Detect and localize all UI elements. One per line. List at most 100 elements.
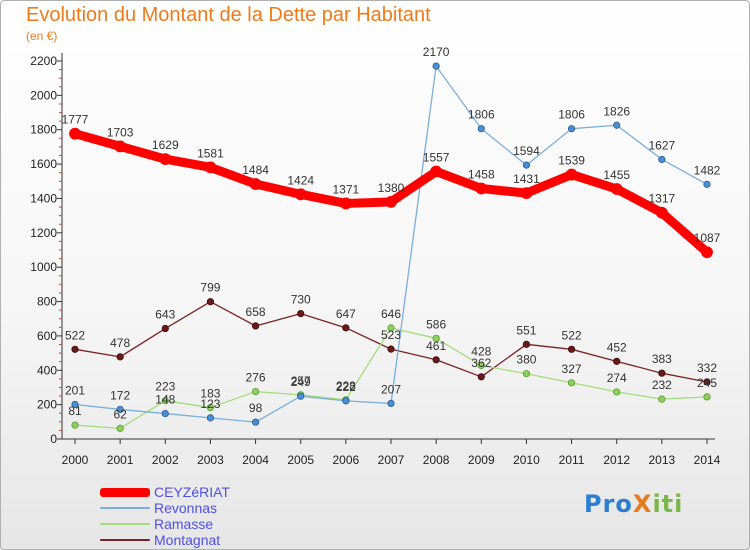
data-point-revonnas [522,161,531,169]
series-line-revonnas [74,65,708,423]
data-point-ceyzriat [339,197,352,210]
legend-item-ramasse: Ramasse [100,516,230,532]
data-label-ceyzriat: 1484 [242,163,269,177]
data-point-revonnas [342,397,350,405]
data-point-ceyzriat [204,161,217,174]
data-label-montagnat: 383 [652,352,672,366]
x-tick-label: 2004 [242,453,269,467]
data-label-ramasse: 274 [607,371,627,385]
data-point-ceyzriat [701,246,713,259]
data-label-ramasse: 183 [200,387,220,401]
data-point-ceyzriat [655,206,668,219]
y-tick-label: 800 [37,295,57,309]
legend-label-montagnat: Montagnat [154,532,221,548]
data-label-ceyzriat: 1458 [468,167,495,181]
data-label-montagnat: 523 [381,328,401,342]
data-point-montagnat [432,356,440,364]
x-tick-label: 2001 [107,453,134,467]
legend-label-ceyzriat: CEYZéRIAT [154,484,230,500]
data-label-revonnas: 249 [291,375,311,389]
data-label-ceyzriat: 1703 [107,125,134,139]
data-label-revonnas: 222 [336,380,356,394]
legend-label-ramasse: Ramasse [154,516,214,532]
data-point-montagnat [658,369,666,377]
data-label-ramasse: 257 [291,374,311,388]
data-label-revonnas: 1482 [694,163,721,177]
chart-title: Evolution du Montant de la Dette par Hab… [26,4,431,26]
x-tick-label: 2000 [62,453,89,467]
data-label-montagnat: 522 [65,328,85,342]
legend-swatch-montagnat [100,539,150,541]
data-point-montagnat [116,353,124,361]
data-label-revonnas: 2170 [423,45,450,59]
x-tick-label: 2014 [694,453,721,467]
logo-part-iti: iti [652,490,684,518]
data-point-ramasse [522,370,531,378]
data-point-revonnas [251,418,260,426]
data-point-montagnat [613,357,621,365]
data-label-revonnas: 201 [65,383,85,397]
y-tick-label: 2000 [30,88,57,102]
data-label-revonnas: 123 [200,397,220,411]
data-label-ramasse: 62 [113,407,127,421]
data-point-ceyzriat [114,140,127,153]
data-label-revonnas: 1594 [513,144,540,158]
data-label-ramasse: 428 [471,344,491,358]
data-label-ceyzriat: 1371 [333,182,360,196]
legend-item-revonnas: Revonnas [100,500,230,516]
legend-swatch-ceyzriat [100,487,150,497]
legend-item-ceyzriat: CEYZéRIAT [100,484,230,500]
legend-item-montagnat: Montagnat [100,532,230,548]
x-tick-label: 2005 [287,453,314,467]
data-point-ceyzriat [475,182,488,195]
data-label-revonnas: 98 [249,401,263,415]
data-label-montagnat: 452 [607,340,627,354]
chart-subtitle: (en €) [26,29,58,43]
data-point-ramasse [116,424,124,432]
data-point-ramasse [703,393,711,401]
data-label-ramasse: 223 [155,380,175,394]
x-tick-label: 2006 [333,453,360,467]
data-label-ceyzriat: 1777 [62,113,89,127]
x-tick-label: 2009 [468,453,495,467]
data-point-montagnat [71,345,79,353]
legend-swatch-revonnas [100,507,150,509]
proxiti-logo: ProXiti [584,490,683,518]
data-label-revonnas: 148 [155,393,175,407]
data-point-ceyzriat [249,178,262,190]
data-point-revonnas [477,125,485,133]
data-point-ceyzriat [520,187,533,200]
data-label-montagnat: 362 [471,356,491,370]
data-point-revonnas [703,180,711,188]
data-label-ceyzriat: 1455 [603,168,630,182]
x-tick-label: 2002 [152,453,179,467]
y-tick-label: 1400 [30,191,57,205]
data-point-revonnas [658,155,666,164]
data-label-montagnat: 551 [516,323,536,337]
data-label-revonnas: 207 [381,382,401,396]
x-tick-label: 2003 [197,453,224,467]
data-point-ramasse [251,387,260,396]
y-tick-label: 1800 [30,123,57,137]
y-tick-label: 2200 [30,54,57,68]
y-tick-label: 200 [37,398,57,412]
data-label-ramasse: 81 [68,404,82,418]
data-label-ramasse: 586 [426,317,446,331]
data-point-montagnat [703,378,711,386]
data-label-montagnat: 478 [110,336,130,350]
data-point-revonnas [567,125,576,133]
data-point-ceyzriat [69,127,81,140]
data-point-ramasse [71,421,79,429]
x-tick-label: 2008 [423,453,450,467]
data-label-ceyzriat: 1424 [287,173,314,187]
logo-part-x: X [632,490,653,518]
legend-label-revonnas: Revonnas [154,500,218,516]
data-label-ceyzriat: 1629 [152,138,179,152]
data-point-montagnat [251,322,260,330]
data-label-revonnas: 1627 [649,138,676,152]
data-label-revonnas: 1826 [603,104,630,118]
x-tick-label: 2012 [603,453,630,467]
x-tick-label: 2010 [513,453,540,467]
data-label-revonnas: 1806 [558,108,585,122]
